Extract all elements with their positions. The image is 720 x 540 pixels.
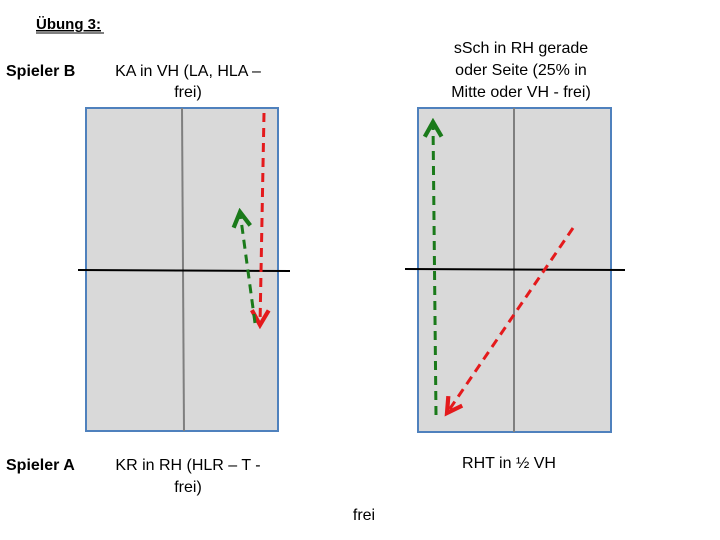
player-label: Spieler B [6, 63, 75, 80]
player-label: Spieler A [6, 457, 75, 474]
ball-path [260, 112, 264, 325]
ball-path [447, 227, 575, 413]
instruction: KR in RH (HLR – T - [115, 457, 260, 474]
net [77, 269, 291, 272]
instruction: RHT in ½ VH [462, 455, 556, 472]
instruction: oder Seite (25% in [455, 62, 587, 79]
instruction: KA in VH (LA, HLA – [115, 63, 261, 80]
instruction: frei) [174, 479, 202, 496]
instruction: sSch in RH gerade [454, 40, 588, 57]
instruction: frei) [174, 84, 202, 101]
instruction: Mitte oder VH - frei) [451, 84, 591, 101]
ball-path [433, 122, 436, 416]
ball-path [240, 212, 257, 324]
title: Übung 3: [36, 16, 101, 33]
net [404, 268, 626, 271]
footer-text: frei [353, 507, 375, 524]
